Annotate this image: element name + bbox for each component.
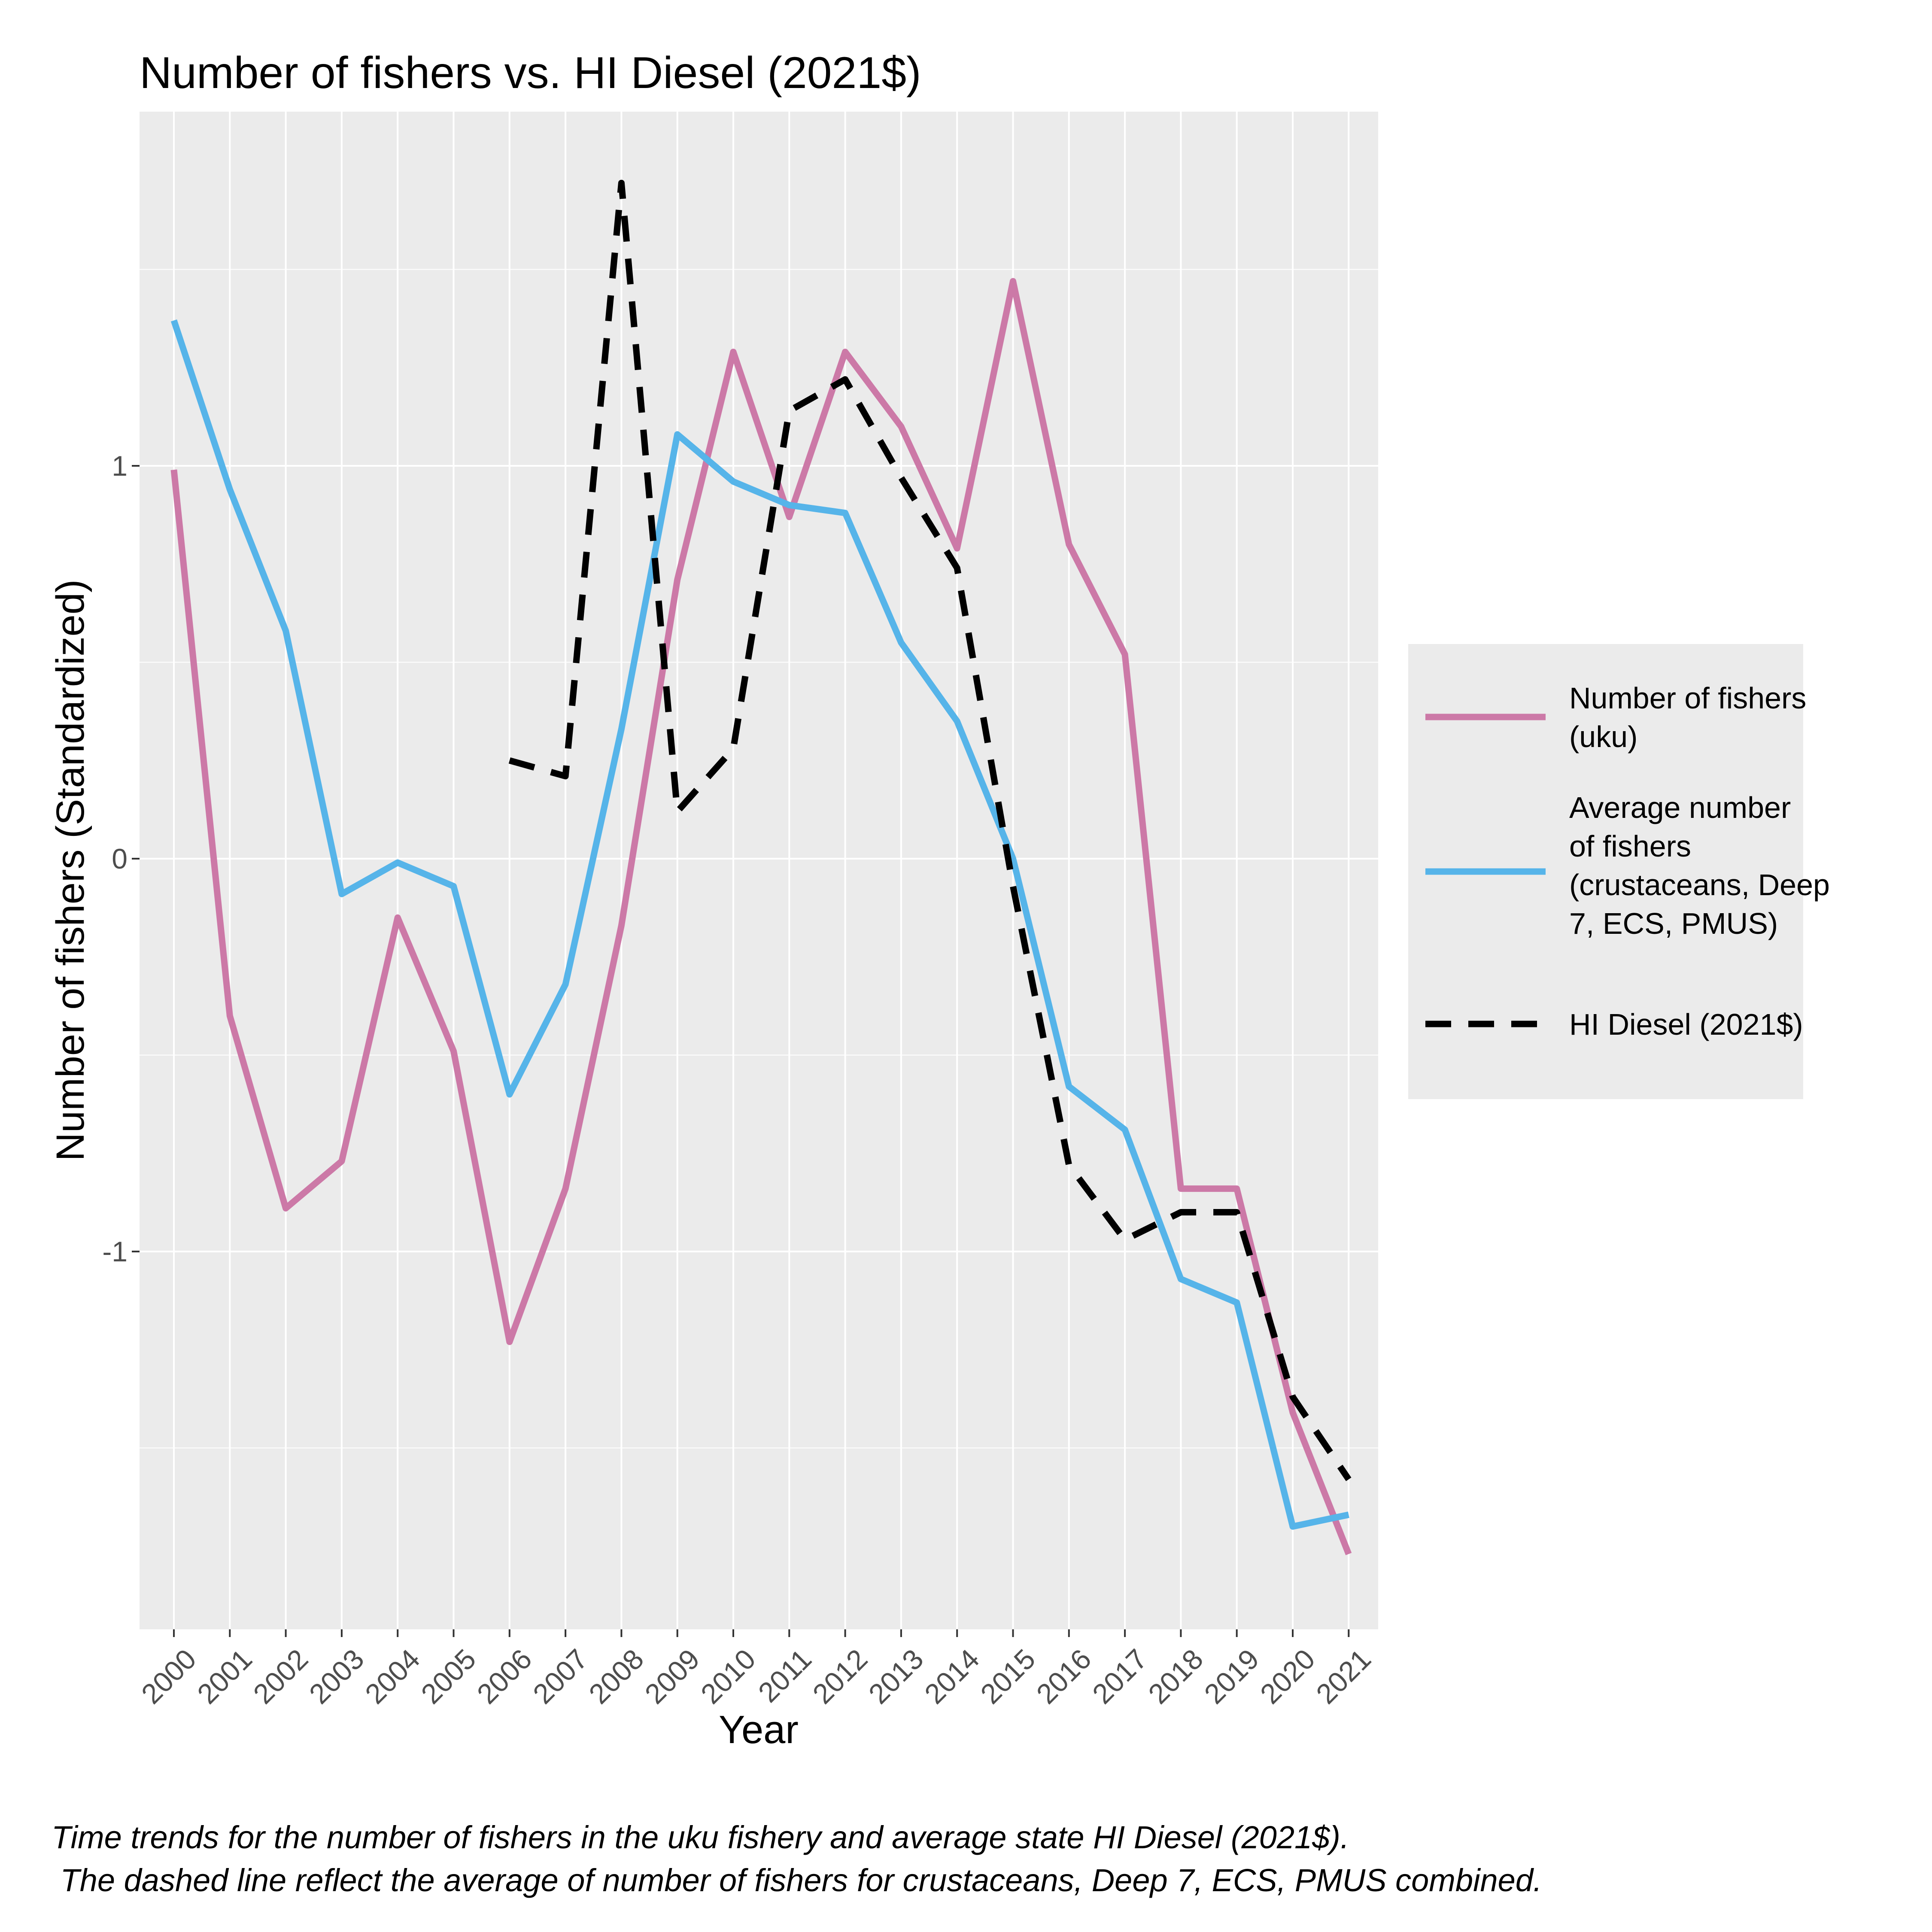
- y-tick-label-0: -1: [102, 1236, 128, 1267]
- x-tick-label-1: 2001: [191, 1643, 258, 1710]
- x-tick-label-7: 2007: [527, 1643, 594, 1710]
- x-tick-label-2: 2002: [247, 1643, 314, 1710]
- legend-label-1-line-0: Average number: [1569, 791, 1791, 824]
- legend-label-1-line-3: 7, ECS, PMUS): [1569, 907, 1778, 940]
- y-axis-title: Number of fishers (Standardized): [49, 579, 92, 1161]
- series-layer: [170, 179, 1352, 1555]
- legend-label-1-line-2: (crustaceans, Deep: [1569, 868, 1830, 902]
- x-tick-label-13: 2013: [863, 1643, 930, 1710]
- caption: Time trends for the number of fishers in…: [52, 1816, 1898, 1902]
- caption-line-2: The dashed line reflect the average of n…: [52, 1862, 1542, 1898]
- series-line-2: [508, 179, 1352, 1481]
- x-tick-label-19: 2019: [1198, 1643, 1265, 1710]
- x-tick-label-17: 2017: [1086, 1643, 1153, 1710]
- x-tick-label-15: 2015: [974, 1643, 1041, 1710]
- x-tick-label-12: 2012: [806, 1643, 873, 1710]
- y-tick-label-1: 0: [112, 843, 128, 875]
- x-tick-label-3: 2003: [303, 1643, 370, 1710]
- x-axis-title: Year: [719, 1708, 799, 1752]
- legend-label-0: Number of fishers (uku): [1569, 681, 1806, 753]
- x-tick-label-5: 2005: [415, 1643, 482, 1710]
- x-axis: 2000200120022003200420052006200720082009…: [135, 1629, 1377, 1710]
- x-tick-label-20: 2020: [1254, 1643, 1321, 1710]
- caption-line-1: Time trends for the number of fishers in…: [52, 1820, 1349, 1855]
- legend-label-1: Average number of fishers (crustaceans, De…: [1569, 791, 1830, 940]
- legend-label-0-line-1: (uku): [1569, 720, 1637, 753]
- x-tick-label-8: 2008: [583, 1643, 650, 1710]
- x-tick-label-4: 2004: [359, 1643, 426, 1710]
- grid-minor: [140, 269, 1378, 1449]
- x-tick-label-9: 2009: [638, 1643, 705, 1710]
- x-tick-label-16: 2016: [1030, 1643, 1097, 1710]
- x-tick-label-6: 2006: [471, 1643, 538, 1710]
- plot-panel: [140, 112, 1378, 1629]
- x-tick-label-21: 2021: [1310, 1643, 1377, 1710]
- x-tick-label-14: 2014: [918, 1643, 985, 1710]
- legend: Number of fishers (uku) Average number of f…: [1408, 644, 1830, 1099]
- y-tick-label-2: 1: [112, 450, 128, 482]
- x-tick-label-0: 2000: [135, 1643, 202, 1710]
- legend-label-2-line-0: HI Diesel (2021$): [1569, 1008, 1803, 1041]
- grid-major: [140, 112, 1378, 1629]
- series-line-0: [170, 278, 1352, 1555]
- x-tick-label-10: 2010: [695, 1643, 762, 1710]
- legend-label-1-line-1: of fishers: [1569, 829, 1691, 863]
- x-tick-label-18: 2018: [1142, 1643, 1209, 1710]
- y-axis: -1 0 1: [102, 450, 140, 1267]
- x-tick-label-11: 2011: [752, 1643, 817, 1709]
- series-line-1: [170, 319, 1349, 1530]
- legend-label-0-line-0: Number of fishers: [1569, 681, 1806, 715]
- legend-label-2: HI Diesel (2021$): [1569, 1008, 1803, 1041]
- chart-title: Number of fishers vs. HI Diesel (2021$): [140, 48, 921, 98]
